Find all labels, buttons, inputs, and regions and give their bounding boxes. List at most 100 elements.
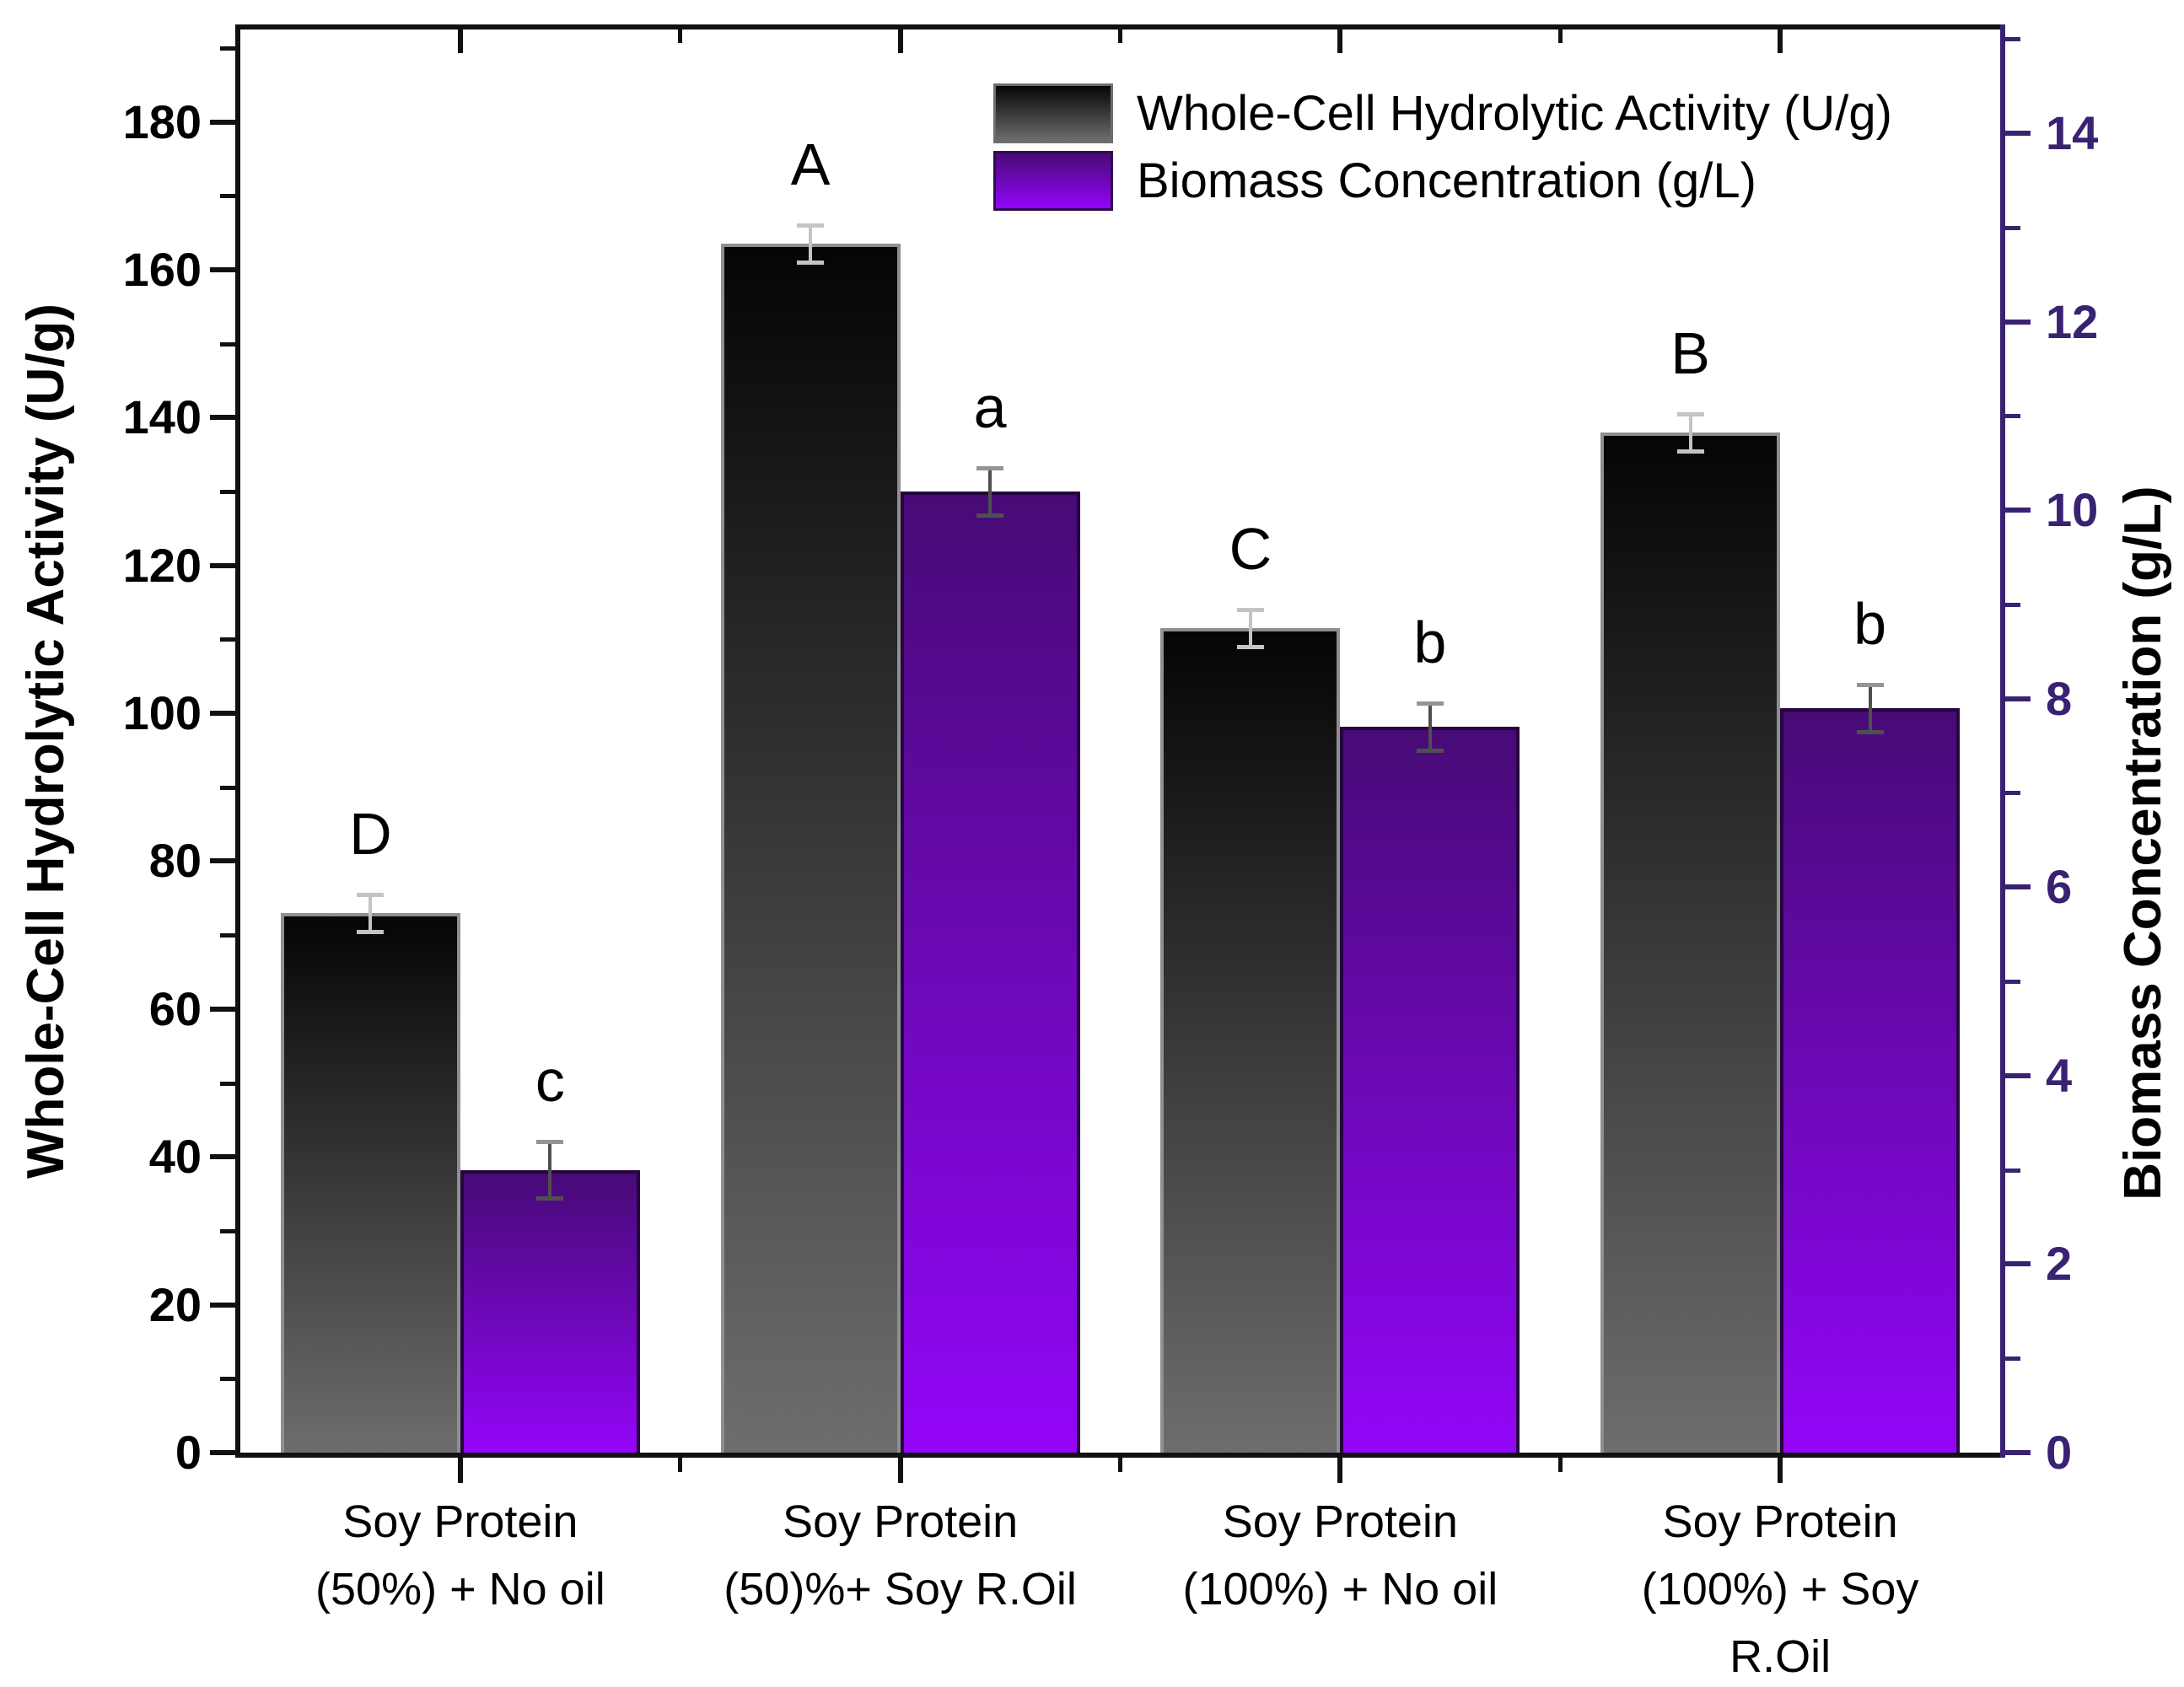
biomass-bar bbox=[1340, 727, 1520, 1453]
x-category-label-line: Soy Protein bbox=[1222, 1496, 1458, 1547]
error-bar-whisker bbox=[1688, 413, 1692, 451]
right-axis-major-tick bbox=[2005, 319, 2031, 325]
right-axis-tick-label: 6 bbox=[2046, 860, 2073, 914]
left-axis-minor-tick bbox=[220, 637, 235, 642]
top-axis-minor-tick bbox=[1557, 30, 1563, 43]
top-axis-major-tick bbox=[897, 30, 903, 53]
x-category-label-line: (50%) + No oil bbox=[315, 1564, 605, 1614]
error-bar-whisker bbox=[1428, 703, 1432, 751]
error-bar-cap bbox=[1416, 749, 1444, 754]
right-axis-major-tick bbox=[2005, 1072, 2031, 1078]
x-category-label-line: R.Oil bbox=[1729, 1631, 1832, 1682]
bottom-axis-minor-tick bbox=[678, 1458, 683, 1472]
bottom-axis-minor-tick bbox=[1557, 1458, 1563, 1472]
left-axis-tick-label: 80 bbox=[148, 834, 202, 888]
bottom-axis-major-tick bbox=[1337, 1458, 1343, 1483]
right-axis-line bbox=[2000, 24, 2005, 1458]
top-axis-major-tick bbox=[457, 30, 463, 53]
error-bar-cap bbox=[1676, 411, 1704, 416]
x-category-label-line: (100%) + Soy bbox=[1641, 1564, 1919, 1614]
left-axis-tick-label: 120 bbox=[122, 538, 202, 592]
bottom-axis-major-tick bbox=[457, 1458, 463, 1483]
error-bar-whisker bbox=[1868, 684, 1872, 732]
x-category-label-line: (50)%+ Soy R.Oil bbox=[724, 1564, 1077, 1614]
top-axis-line bbox=[235, 24, 2005, 30]
right-axis-minor-tick bbox=[2005, 1168, 2020, 1173]
bottom-axis-line bbox=[235, 1453, 2005, 1458]
right-axis-minor-tick bbox=[2005, 414, 2020, 419]
right-axis-minor-tick bbox=[2005, 37, 2020, 42]
significance-letter: b bbox=[1853, 590, 1887, 657]
right-axis-tick-label: 8 bbox=[2046, 671, 2073, 725]
left-axis-tick-label: 60 bbox=[148, 981, 202, 1035]
significance-letter: c bbox=[535, 1048, 565, 1115]
activity-bar bbox=[1600, 432, 1781, 1453]
left-axis-tick-label: 180 bbox=[122, 94, 202, 148]
error-bar-cap bbox=[797, 261, 825, 266]
left-axis-tick-label: 100 bbox=[122, 686, 202, 740]
left-axis-major-tick bbox=[210, 266, 235, 272]
right-axis-tick-label: 0 bbox=[2046, 1426, 2073, 1479]
error-bar-whisker bbox=[548, 1142, 552, 1199]
significance-letter: b bbox=[1413, 610, 1447, 676]
left-axis-major-tick bbox=[210, 1450, 235, 1455]
error-bar-cap bbox=[536, 1196, 564, 1201]
left-axis-minor-tick bbox=[220, 785, 235, 790]
activity-bar bbox=[1160, 628, 1341, 1453]
error-bar-whisker bbox=[1248, 610, 1252, 647]
top-axis-major-tick bbox=[1778, 30, 1783, 53]
left-axis-minor-tick bbox=[220, 1377, 235, 1382]
significance-letter: A bbox=[790, 132, 831, 198]
significance-letter: B bbox=[1670, 320, 1710, 386]
legend-row: Biomass Concentration (g/L) bbox=[993, 147, 1756, 214]
x-category-label: Soy Protein (100%) + Soy R.Oil bbox=[1502, 1488, 2058, 1687]
legend-swatch-biomass bbox=[993, 150, 1113, 211]
right-axis-minor-tick bbox=[2005, 602, 2020, 607]
error-bar-cap bbox=[1236, 608, 1264, 613]
left-axis-tick-label: 20 bbox=[148, 1277, 202, 1331]
error-bar-cap bbox=[357, 892, 385, 897]
right-axis-tick-label: 4 bbox=[2046, 1048, 2073, 1102]
error-bar-cap bbox=[1856, 729, 1884, 734]
left-axis-major-tick bbox=[210, 1006, 235, 1012]
left-axis-major-tick bbox=[210, 562, 235, 568]
left-axis-major-tick bbox=[210, 1302, 235, 1308]
left-axis-minor-tick bbox=[220, 1081, 235, 1086]
right-axis-tick-label: 2 bbox=[2046, 1237, 2073, 1291]
right-axis-title: Biomass Concentration (g/L) bbox=[2114, 486, 2172, 1201]
x-category-label: Soy Protein (50%) + No oil bbox=[182, 1488, 739, 1623]
activity-bar bbox=[280, 912, 460, 1453]
error-bar-whisker bbox=[988, 467, 992, 515]
legend-label: Biomass Concentration (g/L) bbox=[1137, 153, 1756, 208]
biomass-bar bbox=[900, 491, 1080, 1453]
error-bar-cap bbox=[1676, 449, 1704, 454]
error-bar-cap bbox=[1236, 645, 1264, 650]
x-category-label: Soy Protein (50)%+ Soy R.Oil bbox=[622, 1488, 1179, 1623]
right-axis-minor-tick bbox=[2005, 1357, 2020, 1362]
right-axis-major-tick bbox=[2005, 508, 2031, 513]
right-axis-major-tick bbox=[2005, 1450, 2031, 1455]
bottom-axis-major-tick bbox=[1778, 1458, 1783, 1483]
left-axis-major-tick bbox=[210, 858, 235, 864]
left-axis-minor-tick bbox=[220, 46, 235, 51]
left-axis-minor-tick bbox=[220, 341, 235, 347]
right-axis-major-tick bbox=[2005, 696, 2031, 701]
significance-letter: D bbox=[349, 800, 392, 867]
biomass-bar bbox=[460, 1169, 640, 1453]
biomass-bar bbox=[1780, 707, 1961, 1453]
left-axis-major-tick bbox=[210, 119, 235, 125]
top-axis-major-tick bbox=[1337, 30, 1343, 53]
error-bar-whisker bbox=[368, 894, 373, 932]
error-bar-cap bbox=[797, 223, 825, 228]
legend-swatch-activity bbox=[993, 83, 1113, 143]
significance-letter: a bbox=[973, 373, 1007, 440]
left-axis-tick-label: 160 bbox=[122, 242, 202, 296]
bottom-axis-minor-tick bbox=[1118, 1458, 1122, 1472]
right-axis-minor-tick bbox=[2005, 980, 2020, 985]
right-axis-major-tick bbox=[2005, 130, 2031, 136]
right-axis-tick-label: 14 bbox=[2046, 105, 2099, 159]
left-axis-minor-tick bbox=[220, 490, 235, 495]
right-axis-tick-label: 12 bbox=[2046, 294, 2099, 348]
error-bar-cap bbox=[976, 465, 1004, 470]
